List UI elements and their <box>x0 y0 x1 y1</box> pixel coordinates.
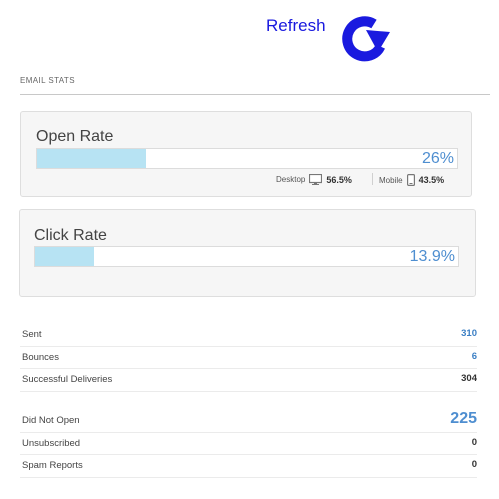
click-rate-label: Click Rate <box>34 227 107 244</box>
stat-label: Spam Reports <box>22 460 83 472</box>
stat-label: Did Not Open <box>22 415 80 426</box>
refresh-arrow-icon[interactable] <box>336 12 392 68</box>
stat-label: Unsubscribed <box>22 437 81 449</box>
stat-row-sent: Sent 310 <box>20 324 477 347</box>
stat-row-successful-deliveries: Successful Deliveries 304 <box>20 369 477 393</box>
desktop-icon <box>309 174 323 185</box>
split-divider <box>372 173 373 185</box>
open-rate-value: 26% <box>421 150 454 167</box>
stat-value-link[interactable]: 310 <box>461 328 477 339</box>
click-rate-card: Click Rate 13.9% <box>19 209 476 297</box>
mobile-value: 43.5% <box>418 175 445 185</box>
open-rate-bar-fill <box>37 149 147 168</box>
stat-row-spam-reports: Spam Reports 0 <box>20 455 477 479</box>
stat-label: Bounces <box>22 351 59 363</box>
section-title: EMAIL STATS <box>20 76 75 85</box>
stat-value: 0 <box>471 459 477 471</box>
desktop-split: Desktop 56.5% <box>276 174 352 185</box>
desktop-label: Desktop <box>276 175 306 184</box>
refresh-label: Refresh <box>266 16 326 35</box>
click-rate-bar-fill <box>35 247 94 266</box>
stat-label: Sent <box>22 329 42 340</box>
stat-row-unsubscribed: Unsubscribed 0 <box>20 433 477 456</box>
stat-value: 0 <box>471 436 477 448</box>
click-rate-value: 13.9% <box>409 248 455 265</box>
stat-row-did-not-open: Did Not Open 225 <box>20 410 477 433</box>
refresh-button[interactable]: Refresh <box>266 12 326 36</box>
mobile-label: Mobile <box>379 175 403 185</box>
open-rate-card: Open Rate 26% Desktop 56.5% Mobile 43.5% <box>20 111 472 197</box>
stat-value: 304 <box>461 373 477 385</box>
divider <box>20 94 490 95</box>
engagement-stats: Did Not Open 225 Unsubscribed 0 Spam Rep… <box>20 410 477 479</box>
open-rate-label: Open Rate <box>36 128 114 145</box>
stat-value-link[interactable]: 6 <box>471 350 477 362</box>
mobile-split: Mobile 43.5% <box>379 174 444 186</box>
mobile-icon <box>406 174 415 186</box>
open-rate-bar: 26% <box>36 148 458 169</box>
stat-label: Successful Deliveries <box>22 374 113 386</box>
click-rate-bar: 13.9% <box>34 246 459 267</box>
desktop-value: 56.5% <box>326 174 352 185</box>
stat-value-link[interactable]: 225 <box>450 410 477 427</box>
stat-row-bounces: Bounces 6 <box>20 347 477 370</box>
delivery-stats: Sent 310 Bounces 6 Successful Deliveries… <box>20 324 477 393</box>
